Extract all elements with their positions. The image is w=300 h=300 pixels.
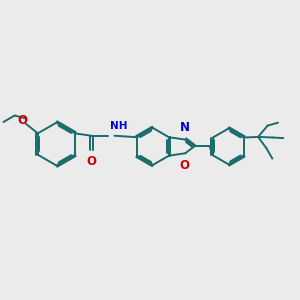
Text: NH: NH (110, 121, 128, 131)
Text: O: O (180, 159, 190, 172)
Text: N: N (180, 121, 190, 134)
Text: O: O (86, 155, 96, 168)
Text: O: O (17, 114, 27, 128)
